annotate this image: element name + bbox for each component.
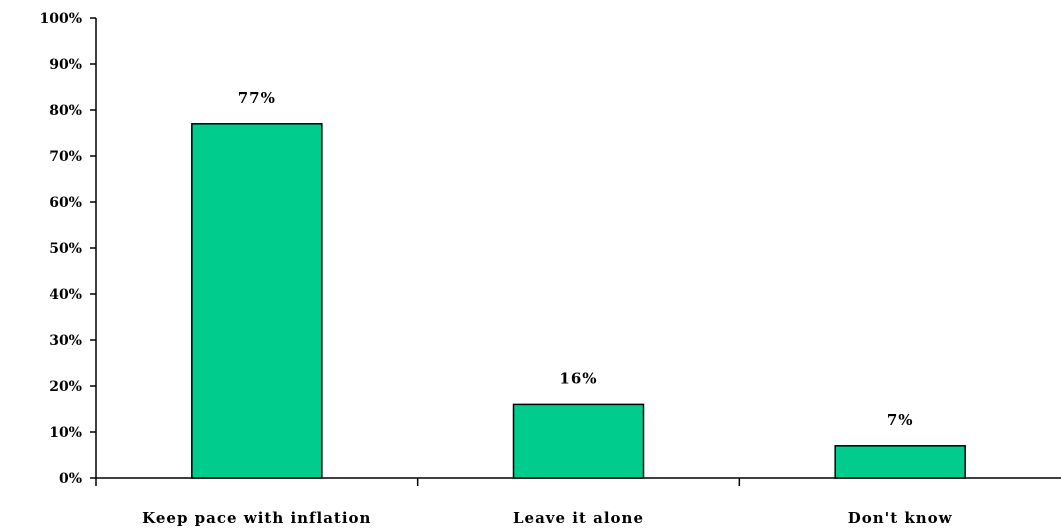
bar xyxy=(191,123,323,479)
x-category-label: Don't know xyxy=(848,509,953,527)
data-label: 7% xyxy=(887,411,914,429)
data-labels: 77% 16% 7% xyxy=(238,89,914,429)
y-tick-label: 20% xyxy=(49,379,82,395)
y-tick-label: 100% xyxy=(39,11,82,27)
bar xyxy=(834,445,966,479)
x-axis: Keep pace with inflation Leave it alone Do… xyxy=(95,477,1061,527)
y-axis: 0% 10% 20% 30% 40% 50% 60% 70% 80% 90% 100% xyxy=(39,11,97,487)
y-tick-label: 0% xyxy=(59,471,82,487)
bars xyxy=(191,123,966,479)
y-tick-label: 50% xyxy=(49,241,82,257)
data-label: 16% xyxy=(559,369,597,387)
x-category-label: Keep pace with inflation xyxy=(142,509,371,527)
y-tick-label: 30% xyxy=(49,333,82,349)
y-tick-label: 10% xyxy=(49,425,82,441)
y-tick-label: 40% xyxy=(49,287,82,303)
y-tick-label: 70% xyxy=(49,149,82,165)
y-tick-label: 60% xyxy=(49,195,82,211)
data-label: 77% xyxy=(238,89,276,107)
x-category-label: Leave it alone xyxy=(513,509,644,527)
y-tick-label: 90% xyxy=(49,57,82,73)
bar xyxy=(512,403,645,479)
y-tick-label: 80% xyxy=(49,103,82,119)
